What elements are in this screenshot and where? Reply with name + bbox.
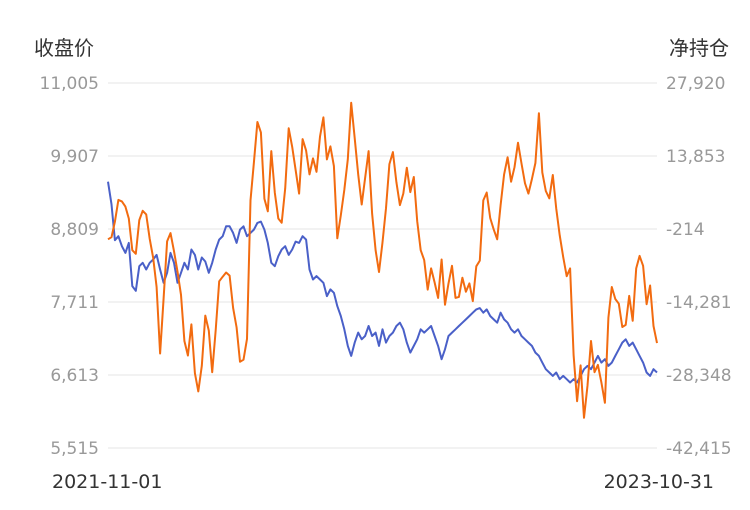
right-tick-label: -28,348 (666, 366, 732, 386)
series-layer (107, 101, 658, 419)
left-tick-label: 11,005 (40, 74, 99, 94)
left-axis-ticks: 11,005 9,907 8,809 7,711 6,613 5,515 (40, 74, 99, 459)
right-tick-label: 13,853 (666, 147, 725, 167)
left-axis-title: 收盘价 (34, 36, 94, 60)
left-tick-label: 9,907 (50, 147, 99, 167)
right-tick-label: 27,920 (666, 74, 725, 94)
net-position-line (107, 101, 658, 419)
right-tick-label: -214 (666, 220, 705, 240)
close-price-line (107, 181, 658, 384)
left-tick-label: 5,515 (50, 439, 99, 459)
grid-lines (108, 82, 657, 449)
left-tick-label: 6,613 (50, 366, 99, 386)
x-start-label: 2021-11-01 (52, 471, 162, 493)
left-tick-label: 8,809 (50, 220, 99, 240)
x-end-label: 2023-10-31 (604, 471, 714, 493)
right-tick-label: -42,415 (666, 439, 732, 459)
right-tick-label: -14,281 (666, 293, 732, 313)
right-axis-title: 净持仓 (669, 36, 729, 60)
right-axis-ticks: 27,920 13,853 -214 -14,281 -28,348 -42,415 (666, 74, 732, 459)
left-tick-label: 7,711 (50, 293, 99, 313)
